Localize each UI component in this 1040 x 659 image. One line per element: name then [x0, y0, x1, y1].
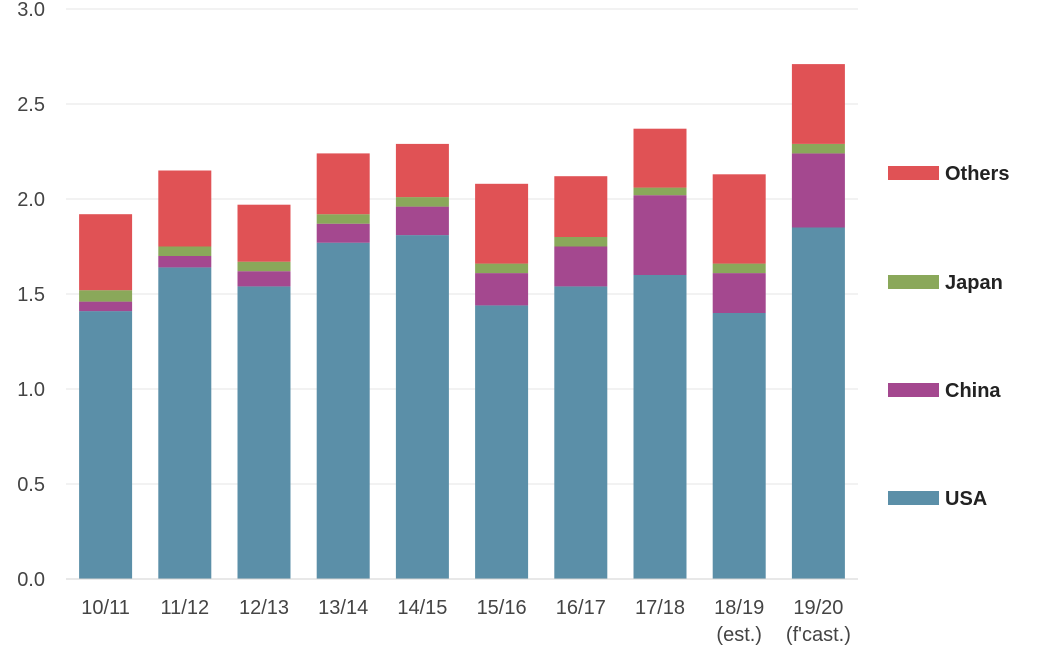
bar-segment-japan	[475, 263, 529, 274]
legend-swatch-japan	[888, 275, 939, 289]
bar-segment-others	[633, 128, 687, 188]
legend-swatch-others	[888, 166, 939, 180]
legend-swatch-china	[888, 383, 939, 397]
y-tick-label: 2.0	[17, 189, 45, 211]
x-tick-label: (f'cast.)	[786, 624, 851, 646]
x-tick-label: 14/15	[397, 597, 447, 619]
bar-segment-japan	[633, 187, 687, 196]
bar-segment-others	[316, 153, 370, 215]
bar-segment-japan	[554, 237, 608, 247]
bar-segment-japan	[79, 290, 133, 302]
bar-segment-japan	[712, 263, 766, 274]
bar-segment-china	[237, 271, 291, 287]
bar-segment-others	[79, 214, 133, 291]
y-tick-label: 0.5	[17, 474, 45, 496]
bar-segment-usa	[158, 267, 212, 579]
y-tick-label: 1.0	[17, 379, 45, 401]
legend-swatch-usa	[888, 491, 939, 505]
x-tick-label: 16/17	[556, 597, 606, 619]
bar-segment-usa	[633, 275, 687, 579]
bar-segment-japan	[791, 143, 845, 154]
x-tick-label: 10/11	[81, 597, 130, 619]
bar-segment-usa	[475, 305, 529, 579]
bar-segment-usa	[237, 286, 291, 579]
legend-label-japan: Japan	[945, 272, 1003, 294]
bars	[79, 64, 845, 579]
legend: Others Japan China USA	[888, 163, 1009, 510]
legend-label-usa: USA	[945, 488, 987, 510]
bar-segment-china	[791, 153, 845, 228]
x-tick-label: 11/12	[161, 597, 210, 619]
bar-segment-usa	[395, 235, 449, 579]
bar-segment-usa	[79, 311, 133, 579]
bar-segment-usa	[554, 286, 608, 579]
bar-segment-japan	[237, 261, 291, 272]
bar-segment-others	[158, 170, 212, 247]
bar-segment-others	[791, 64, 845, 144]
bar-segment-china	[475, 273, 529, 306]
bar-segment-china	[316, 223, 370, 243]
y-tick-label: 1.5	[17, 284, 45, 306]
y-tick-label: 3.0	[17, 0, 45, 21]
bar-segment-others	[475, 183, 529, 264]
legend-label-china: China	[945, 380, 1001, 402]
bar-segment-others	[237, 204, 291, 262]
bar-segment-china	[554, 246, 608, 287]
x-tick-label: 18/19	[714, 597, 764, 619]
bar-segment-japan	[158, 246, 212, 256]
bar-segment-china	[712, 273, 766, 313]
bar-segment-japan	[316, 214, 370, 224]
bar-segment-others	[554, 176, 608, 237]
bar-segment-china	[158, 256, 212, 268]
x-tick-label: 19/20	[793, 597, 843, 619]
bar-segment-others	[712, 174, 766, 264]
x-tick-label: (est.)	[716, 624, 762, 646]
x-axis-ticks: 10/11 11/12 12/13 13/14 14/15 15/16 16/17 17/18…	[81, 597, 851, 646]
bar-segment-others	[395, 143, 449, 198]
x-tick-label: 12/13	[239, 597, 289, 619]
y-tick-label: 0.0	[17, 569, 45, 591]
bar-segment-china	[79, 301, 133, 312]
x-tick-label: 17/18	[635, 597, 685, 619]
bar-segment-china	[633, 195, 687, 275]
bar-segment-usa	[712, 313, 766, 579]
y-tick-label: 2.5	[17, 94, 45, 116]
bar-segment-china	[395, 206, 449, 236]
bar-segment-usa	[791, 227, 845, 579]
x-tick-label: 13/14	[318, 597, 368, 619]
legend-label-others: Others	[945, 163, 1009, 185]
bar-segment-usa	[316, 242, 370, 579]
bar-segment-japan	[395, 197, 449, 207]
x-tick-label: 15/16	[477, 597, 527, 619]
y-axis-ticks: 0.0 0.5 1.0 1.5 2.0 2.5 3.0	[17, 0, 45, 591]
